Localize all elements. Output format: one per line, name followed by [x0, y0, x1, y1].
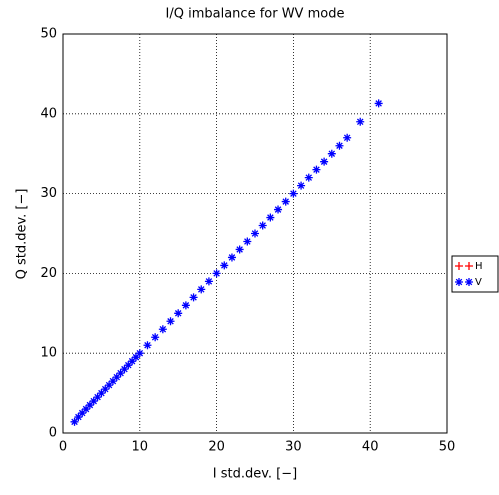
y-tick-label: 50	[40, 27, 57, 42]
y-tick-label: 20	[40, 266, 57, 281]
point	[189, 293, 198, 302]
point	[297, 181, 306, 190]
point	[128, 357, 137, 366]
y-tick-label: 40	[40, 106, 57, 121]
x-tick-label: 30	[285, 440, 302, 455]
legend-label: V	[475, 277, 482, 288]
point	[312, 165, 321, 174]
point	[74, 413, 83, 422]
point	[274, 205, 283, 214]
y-tick-label: 0	[49, 426, 57, 441]
point	[124, 361, 133, 370]
point	[289, 189, 298, 198]
point	[89, 397, 98, 406]
plot-frame	[62, 33, 448, 434]
point	[220, 261, 229, 270]
point	[320, 157, 329, 166]
point	[112, 373, 121, 382]
point	[78, 409, 87, 418]
x-tick-label: 20	[208, 440, 225, 455]
point	[97, 389, 106, 398]
x-tick-label: 10	[132, 440, 149, 455]
point	[166, 317, 175, 326]
point	[212, 269, 221, 278]
point	[327, 149, 336, 158]
point	[70, 417, 79, 426]
point	[335, 141, 344, 150]
legend-marker	[455, 262, 473, 270]
point	[85, 401, 94, 410]
point	[374, 99, 383, 108]
point	[151, 333, 160, 342]
point	[93, 393, 102, 402]
point	[135, 349, 144, 358]
point	[258, 221, 267, 230]
legend-label: H	[475, 261, 483, 272]
point	[82, 405, 91, 414]
chart-title: I/Q imbalance for WV mode	[166, 7, 345, 22]
x-tick-label: 0	[59, 440, 67, 455]
x-tick-label: 50	[439, 440, 456, 455]
point	[116, 369, 125, 378]
point	[251, 229, 259, 238]
point	[266, 213, 275, 222]
point	[181, 301, 190, 310]
y-tick-label: 30	[40, 186, 57, 201]
x-tick-label: 40	[362, 440, 379, 455]
point	[101, 385, 110, 394]
legend-box	[451, 255, 499, 293]
point	[174, 309, 183, 318]
point	[143, 341, 152, 350]
point	[343, 133, 352, 142]
point	[356, 117, 365, 126]
y-tick-label: 10	[40, 346, 57, 361]
point	[120, 365, 129, 374]
y-axis-label: Q std.dev. [−]	[15, 189, 30, 280]
point	[304, 173, 313, 182]
point	[131, 353, 140, 362]
point	[158, 325, 167, 334]
point	[281, 197, 290, 206]
legend-marker	[455, 278, 473, 286]
point	[243, 237, 252, 246]
x-axis-label: I std.dev. [−]	[213, 467, 297, 482]
point	[108, 377, 117, 386]
point	[235, 245, 244, 254]
point	[227, 253, 236, 262]
point	[204, 277, 213, 286]
point	[105, 381, 114, 390]
point	[197, 285, 206, 294]
